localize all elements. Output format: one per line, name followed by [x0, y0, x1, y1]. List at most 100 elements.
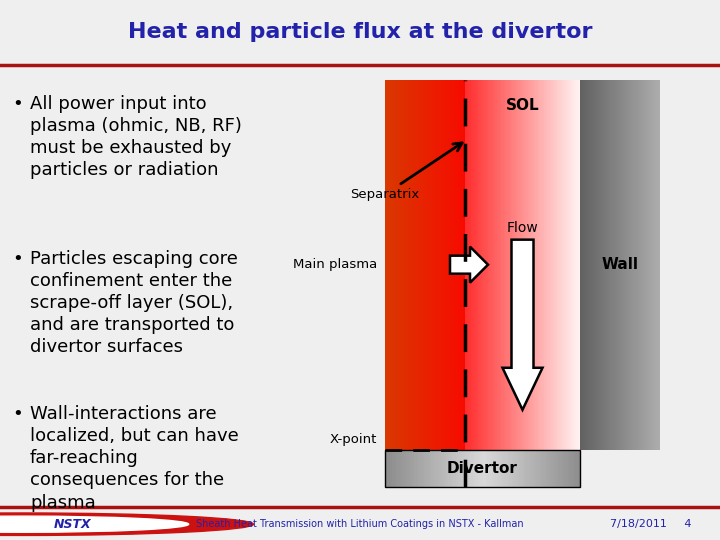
- Bar: [567, 79, 569, 450]
- Bar: [434, 79, 435, 450]
- Bar: [507, 79, 508, 450]
- Bar: [410, 450, 412, 487]
- Bar: [453, 79, 454, 450]
- Bar: [554, 79, 556, 450]
- Bar: [490, 450, 492, 487]
- Bar: [590, 79, 591, 450]
- Bar: [429, 79, 430, 450]
- Bar: [566, 79, 567, 450]
- Bar: [416, 79, 417, 450]
- Bar: [445, 79, 446, 450]
- Bar: [449, 450, 451, 487]
- Bar: [586, 79, 587, 450]
- Text: Separatrix: Separatrix: [350, 143, 462, 201]
- Bar: [607, 79, 608, 450]
- Bar: [534, 450, 536, 487]
- Bar: [399, 79, 400, 450]
- Bar: [645, 79, 646, 450]
- Bar: [410, 79, 411, 450]
- Bar: [500, 450, 502, 487]
- Bar: [628, 79, 629, 450]
- Bar: [433, 450, 436, 487]
- Bar: [639, 79, 640, 450]
- Bar: [598, 79, 599, 450]
- Bar: [385, 79, 386, 450]
- Bar: [649, 79, 650, 450]
- Bar: [609, 79, 610, 450]
- Bar: [520, 79, 521, 450]
- Bar: [572, 79, 573, 450]
- Bar: [524, 79, 526, 450]
- Bar: [471, 79, 472, 450]
- Bar: [422, 450, 424, 487]
- Bar: [465, 79, 467, 450]
- Bar: [386, 79, 387, 450]
- Bar: [426, 450, 429, 487]
- Bar: [570, 450, 572, 487]
- Bar: [583, 79, 584, 450]
- Bar: [516, 79, 517, 450]
- Bar: [438, 450, 441, 487]
- Text: SOL: SOL: [505, 98, 539, 112]
- Bar: [503, 79, 504, 450]
- Bar: [421, 79, 422, 450]
- Bar: [658, 79, 659, 450]
- Text: X-point: X-point: [330, 433, 377, 446]
- Bar: [581, 79, 582, 450]
- Bar: [474, 79, 475, 450]
- Bar: [589, 79, 590, 450]
- Bar: [477, 79, 478, 450]
- Bar: [587, 79, 588, 450]
- Bar: [402, 450, 405, 487]
- Bar: [613, 79, 614, 450]
- Bar: [526, 79, 527, 450]
- Bar: [614, 79, 615, 450]
- Bar: [425, 79, 426, 450]
- Bar: [622, 79, 623, 450]
- Bar: [641, 79, 642, 450]
- Bar: [612, 79, 613, 450]
- Bar: [648, 79, 649, 450]
- Bar: [549, 79, 550, 450]
- Bar: [482, 79, 484, 450]
- Bar: [505, 450, 507, 487]
- Bar: [539, 450, 541, 487]
- Bar: [390, 79, 391, 450]
- Bar: [631, 79, 632, 450]
- Bar: [643, 79, 644, 450]
- Bar: [431, 79, 432, 450]
- Bar: [640, 79, 641, 450]
- Bar: [654, 79, 655, 450]
- Bar: [463, 79, 464, 450]
- Bar: [627, 79, 628, 450]
- Bar: [412, 79, 413, 450]
- Bar: [521, 79, 523, 450]
- Bar: [594, 79, 595, 450]
- Bar: [468, 450, 470, 487]
- Text: Particles escaping core
confinement enter the
scrape-off layer (SOL),
and are tr: Particles escaping core confinement ente…: [30, 249, 238, 356]
- Bar: [588, 79, 589, 450]
- Bar: [435, 79, 436, 450]
- Bar: [540, 79, 541, 450]
- Bar: [646, 79, 647, 450]
- Bar: [387, 450, 390, 487]
- Bar: [647, 79, 648, 450]
- Bar: [596, 79, 597, 450]
- Bar: [547, 79, 549, 450]
- Bar: [481, 79, 482, 450]
- Bar: [510, 79, 511, 450]
- Bar: [441, 450, 444, 487]
- Bar: [608, 79, 609, 450]
- Bar: [391, 79, 392, 450]
- Bar: [456, 79, 457, 450]
- Bar: [437, 79, 438, 450]
- Bar: [444, 450, 446, 487]
- Bar: [619, 79, 620, 450]
- Bar: [429, 450, 431, 487]
- Bar: [546, 450, 549, 487]
- Bar: [454, 79, 455, 450]
- Bar: [405, 450, 407, 487]
- Bar: [625, 79, 626, 450]
- Bar: [617, 79, 618, 450]
- Bar: [575, 79, 576, 450]
